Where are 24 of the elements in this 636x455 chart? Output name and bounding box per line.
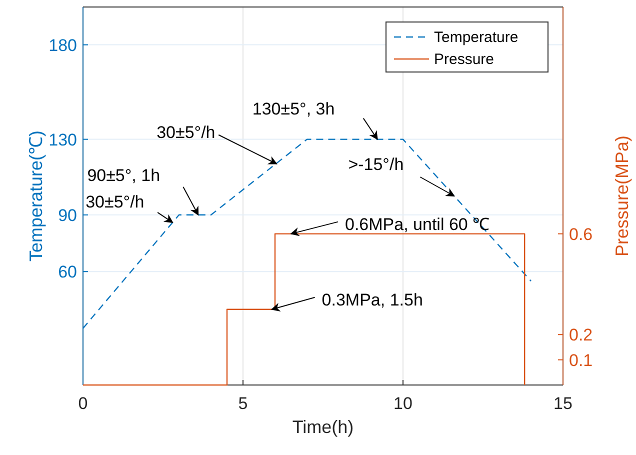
y2-axis-title: Pressure(MPa) (612, 135, 632, 257)
y2-tick-label: 0.2 (569, 326, 593, 345)
line-series (82, 138, 532, 329)
annotation: >-15°/h (348, 155, 404, 174)
y-tick-label: 90 (58, 206, 77, 225)
x-tick-label: 5 (238, 394, 248, 413)
legend-label: Temperature (434, 29, 518, 46)
annotation: 30±5°/h (86, 192, 144, 212)
annotation: 0.6MPa, until 60 ℃ (345, 214, 490, 234)
annotation: 130±5°, 3h (252, 99, 335, 118)
legend-label: Pressure (434, 51, 494, 68)
x-axis-title: Time(h) (292, 417, 354, 437)
y-tick-label: 130 (48, 130, 77, 150)
annotation: 90±5°, 1h (87, 166, 160, 185)
y-axis-title: Temperature(℃) (26, 130, 46, 262)
y-tick-label: 60 (58, 262, 77, 282)
y-tick-label: 180 (48, 36, 77, 55)
y2-tick-label: 0.6 (569, 224, 593, 244)
x-tick-label: 0 (78, 394, 88, 413)
x-tick-label: 15 (554, 394, 572, 413)
annotation: 0.3MPa, 1.5h (322, 290, 423, 310)
y2-tick-label: 0.1 (569, 350, 593, 370)
annotation: 30±5°/h (156, 122, 216, 142)
x-tick-label: 10 (394, 394, 412, 413)
